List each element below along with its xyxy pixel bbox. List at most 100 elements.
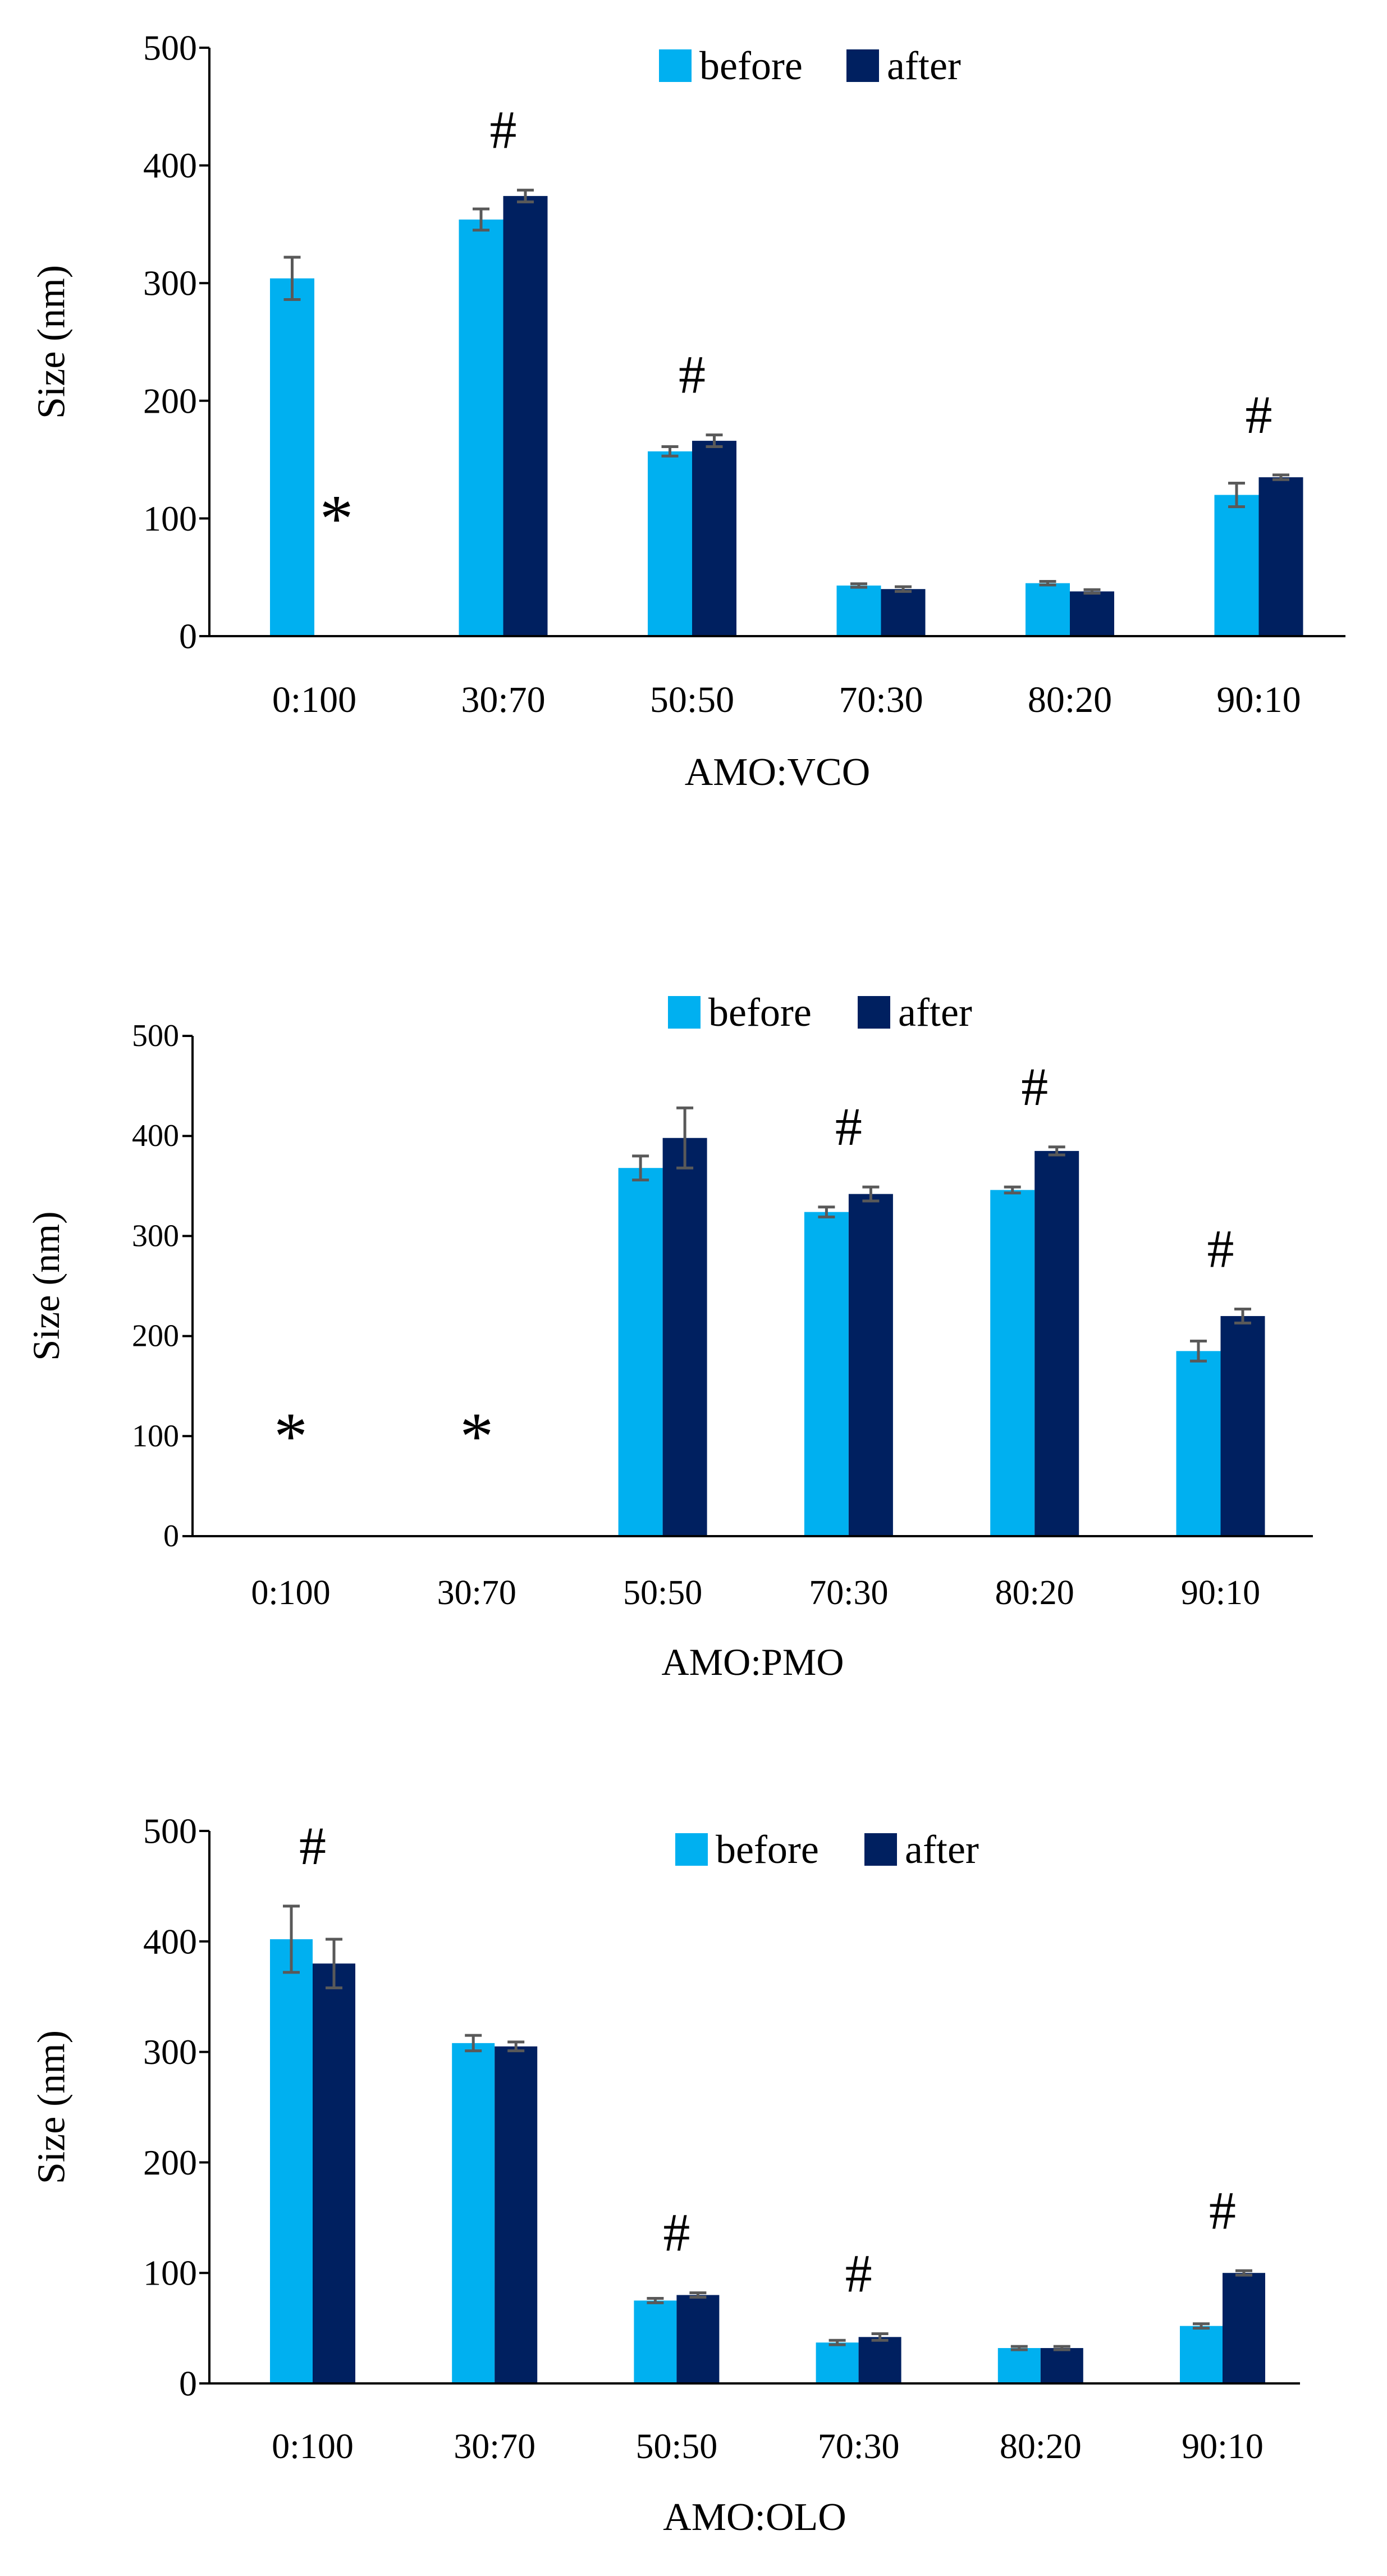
bar-after-80-20 [1034,1150,1079,1536]
bar-after-30-70 [503,196,548,636]
legend-label-after: after [905,1827,979,1872]
legend: before after [668,990,972,1035]
x-tick-label: 70:30 [809,1574,888,1612]
y-tick-label: 400 [143,1921,197,1961]
x-tick-label: 90:10 [1181,1574,1260,1612]
y-tick-label: 300 [143,263,197,303]
legend-swatch-after [858,996,890,1029]
y-tick-label: 100 [132,1419,179,1454]
annotation-hash: # [679,345,706,405]
x-tick-label: 90:10 [1182,2426,1264,2466]
bar-before-70-30 [816,2342,859,2383]
bar-before-30-70 [452,2043,495,2383]
annotation-hash: # [1246,385,1272,445]
annotation-asterisk: * [320,481,354,555]
x-tick-label: 50:50 [650,679,734,720]
y-tick-label: 400 [143,145,197,185]
legend-swatch-after [864,1833,897,1866]
legend-label-before: before [716,1827,819,1872]
x-tick-label: 70:30 [818,2426,900,2466]
bar-before-90-10 [1176,1351,1221,1536]
bar-after-80-20 [1040,2348,1083,2383]
annotation-hash: # [663,2203,690,2263]
bar-before-80-20 [1026,583,1070,636]
legend-label-after: after [887,43,961,88]
bar-before-80-20 [997,2348,1041,2383]
y-tick-label: 100 [143,2253,197,2293]
y-tick-label: 400 [132,1118,179,1153]
x-tick-label: 80:20 [1028,679,1112,720]
bar-before-50-50 [618,1168,663,1536]
annotation-hash: # [1209,2180,1236,2240]
bar-after-80-20 [1070,591,1114,636]
y-tick-label: 100 [143,499,197,538]
bar-before-50-50 [634,2300,677,2383]
bar-after-70-30 [858,2337,901,2383]
legend: before after [675,1827,979,1872]
x-tick-label: 90:10 [1216,679,1301,720]
x-tick-label: 70:30 [839,679,923,720]
chart-3: 0 100 200 300 400 500 0:100 30:70 50:50 70:30 80:2… [30,1811,1300,2539]
legend-swatch-before [659,49,692,82]
bar-before-90-10 [1214,495,1259,636]
bar-before-30-70 [459,220,503,636]
annotation-asterisk: * [274,1399,308,1473]
y-tick-label: 200 [143,2143,197,2182]
legend-swatch-before [675,1833,708,1866]
legend-label-before: before [708,990,812,1035]
annotation-asterisk: * [460,1399,493,1473]
bar-after-50-50 [676,2295,720,2383]
y-tick-label: 300 [143,2032,197,2072]
bar-before-70-30 [804,1212,849,1536]
y-tick-label: 200 [143,381,197,421]
legend-swatch-after [846,49,879,82]
y-tick-label: 500 [132,1018,179,1053]
x-axis-label: AMO:PMO [662,1641,844,1683]
bar-before-80-20 [990,1190,1035,1536]
legend: before after [659,43,961,88]
y-axis-label: Size (nm) [30,265,74,419]
x-axis-label: AMO:OLO [663,2496,846,2539]
x-tick-label: 30:70 [454,2426,535,2466]
bar-after-50-50 [662,1138,707,1536]
bar-before-0-100 [270,278,314,636]
bar-before-70-30 [836,585,881,636]
bar-after-50-50 [692,441,736,636]
y-tick-label: 200 [132,1319,179,1354]
y-tick-label: 300 [132,1218,179,1253]
annotation-hash: # [299,1816,326,1876]
legend-label-after: after [898,990,972,1035]
y-tick-label: 0 [179,616,197,656]
chart-2: 0 100 200 300 400 500 0:100 30:70 50:50 70:30 80:2… [25,990,1313,1683]
bar-after-90-10 [1223,2273,1265,2383]
x-tick-label: 0:100 [251,1574,330,1612]
y-tick-label: 0 [179,2364,197,2404]
annotation-hash: # [845,2243,872,2303]
bar-after-90-10 [1220,1316,1265,1536]
annotation-hash: # [490,100,517,160]
bar-after-90-10 [1258,477,1303,636]
x-tick-label: 0:100 [272,679,356,720]
y-tick-label: 500 [143,28,197,68]
y-axis-label: Size (nm) [25,1211,67,1360]
x-tick-label: 50:50 [623,1574,702,1612]
legend-swatch-before [668,996,701,1029]
y-tick-label: 500 [143,1811,197,1851]
x-tick-label: 80:20 [1000,2426,1082,2466]
bar-after-70-30 [881,589,926,636]
x-tick-label: 50:50 [636,2426,718,2466]
y-axis-label: Size (nm) [30,2030,74,2184]
x-tick-label: 30:70 [461,679,545,720]
bar-before-0-100 [270,1939,313,2383]
bar-before-50-50 [648,451,692,636]
x-tick-label: 0:100 [272,2426,354,2466]
annotation-hash: # [1021,1057,1048,1117]
chart-1: 0 100 200 300 400 500 0:100 30:70 50:50 70:30 80:2… [30,28,1345,794]
x-tick-label: 30:70 [437,1574,516,1612]
bar-before-90-10 [1180,2326,1223,2383]
bar-after-30-70 [495,2046,538,2383]
x-axis-label: AMO:VCO [685,751,871,794]
annotation-hash: # [1207,1218,1234,1278]
bar-after-0-100 [313,1963,355,2383]
